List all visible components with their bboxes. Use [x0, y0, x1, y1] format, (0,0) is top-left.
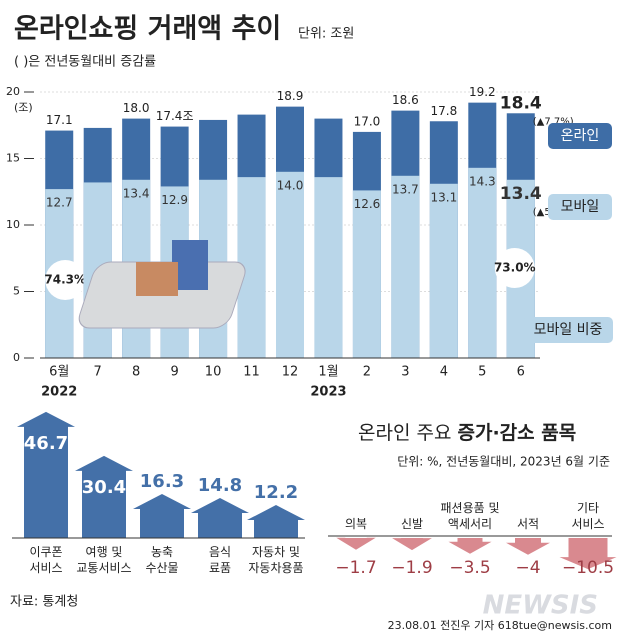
value-label: 14.3 [469, 174, 496, 188]
mobile-bar [391, 175, 420, 358]
value-label: 46.7 [24, 433, 68, 454]
share-label: 74.3% [44, 273, 86, 287]
y-tick-label: 10 [6, 218, 20, 231]
year-label: 2023 [310, 385, 346, 400]
x-tick-label: 12 [282, 365, 299, 380]
category-label: 음식 료품 [209, 545, 231, 575]
legend-box [548, 194, 612, 220]
value-label: 18.6 [392, 93, 419, 107]
value-label: 12.9 [161, 193, 188, 207]
unit: 단위: 조원 [298, 27, 354, 42]
value-label: −1.9 [391, 558, 432, 578]
legend-box [523, 317, 613, 343]
value-label: 13.4 [500, 184, 542, 204]
section-title-plain: 온라인 주요 [358, 422, 457, 444]
y-tick-label: 5 [13, 285, 20, 298]
share-marker [494, 248, 535, 288]
value-label: 12.7 [46, 196, 73, 210]
value-label: 30.4 [82, 477, 126, 498]
legend-box [548, 123, 612, 149]
category-label: 여행 및 교통서비스 [76, 544, 131, 575]
value-label: 18.4 [500, 93, 542, 113]
value-label: 13.1 [430, 190, 457, 204]
category-label: 서적 [517, 517, 539, 531]
value-label: 13.4 [123, 186, 150, 200]
value-label: 17.1 [46, 113, 73, 127]
year-label: 2022 [41, 385, 77, 400]
value-label: 12.6 [354, 197, 381, 211]
x-tick-label: 3 [401, 365, 409, 380]
value-label: 13.7 [392, 182, 419, 196]
section-note: 단위: %, 전년동월대비, 2023년 6월 기준 [397, 455, 610, 469]
value-label: −1.7 [335, 558, 376, 578]
arrow-bar [133, 493, 191, 538]
value-label: −3.5 [449, 558, 490, 578]
arrow-bar [247, 505, 305, 538]
x-tick-label: 6 [517, 365, 525, 380]
category-label: 자동차 및 자동차용품 [248, 545, 303, 575]
credit: 23.08.01 전진우 기자 618tue@newsis.com [388, 619, 612, 632]
value-label: 17.4조 [156, 109, 194, 123]
note: ( )은 전년동월대비 증감률 [14, 55, 156, 70]
watermark: NEWSIS [483, 591, 598, 621]
legend-label: 모바일 비중 [534, 322, 603, 338]
x-tick-label: 1월 [318, 365, 338, 380]
section-title-bold: 증가·감소 품목 [457, 422, 576, 444]
mobile-bar [468, 167, 497, 358]
phone-illustration [78, 240, 246, 329]
legend-label: 모바일 [561, 199, 600, 215]
x-tick-label: 6월 [49, 365, 69, 380]
arrow-bar [506, 538, 550, 555]
arrow-bar [17, 411, 75, 538]
value-label: 16.3 [140, 471, 184, 492]
value-label: 12.2 [254, 482, 298, 503]
share-label: 73.0% [494, 261, 536, 275]
y-unit: (조) [14, 101, 33, 114]
arrow-bar [336, 537, 376, 550]
mobile-bar [314, 177, 343, 358]
category-label: 기타 서비스 [571, 501, 604, 531]
source: 자료: 통계청 [10, 595, 78, 610]
x-tick-label: 4 [440, 365, 448, 380]
category-label: 이쿠폰 서비스 [29, 545, 62, 575]
arrow-bar [392, 538, 432, 551]
arrow-bar [559, 538, 617, 570]
share-marker [45, 260, 86, 300]
category-label: 의복 [345, 517, 367, 531]
category-label: 농축 수산물 [145, 545, 178, 575]
mobile-bar [352, 190, 381, 358]
legend-label: 온라인 [561, 128, 600, 144]
y-tick-label: 20 [6, 85, 20, 98]
x-tick-label: 11 [243, 365, 260, 380]
mobile-bar [429, 183, 458, 358]
value-label: 19.2 [469, 85, 496, 99]
section-title: 온라인 주요 증가·감소 품목 [358, 422, 576, 444]
x-tick-label: 8 [132, 365, 140, 380]
value-label: 18.0 [123, 101, 150, 115]
category-label: 패션용품 및 액세서리 [440, 501, 499, 531]
value-label: 14.0 [277, 178, 304, 192]
x-tick-label: 9 [170, 365, 178, 380]
arrow-bar [191, 498, 249, 538]
x-tick-label: 10 [205, 365, 222, 380]
y-tick-label: 15 [6, 152, 20, 165]
arrow-bar [75, 455, 133, 538]
arrow-bar [448, 538, 492, 554]
value-label: 18.9 [277, 89, 304, 103]
value-label: 17.8 [430, 104, 457, 118]
x-tick-label: 5 [478, 365, 486, 380]
y-tick-label: 0 [13, 351, 20, 364]
x-tick-label: 2 [363, 365, 371, 380]
value-label: 14.8 [198, 475, 242, 496]
value-label: −4 [515, 558, 540, 578]
change-label: (▲7.7%) [533, 116, 574, 127]
mobile-bar [276, 171, 304, 358]
value-label: −10.5 [562, 558, 614, 578]
category-label: 신발 [401, 517, 423, 531]
value-label: 17.0 [354, 114, 381, 128]
x-tick-label: 7 [94, 365, 102, 380]
title: 온라인쇼핑 거래액 추이 [14, 14, 281, 45]
